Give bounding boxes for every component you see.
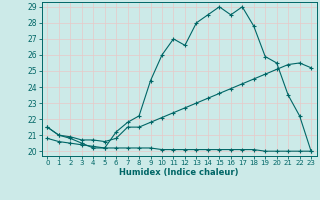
X-axis label: Humidex (Indice chaleur): Humidex (Indice chaleur) <box>119 168 239 177</box>
